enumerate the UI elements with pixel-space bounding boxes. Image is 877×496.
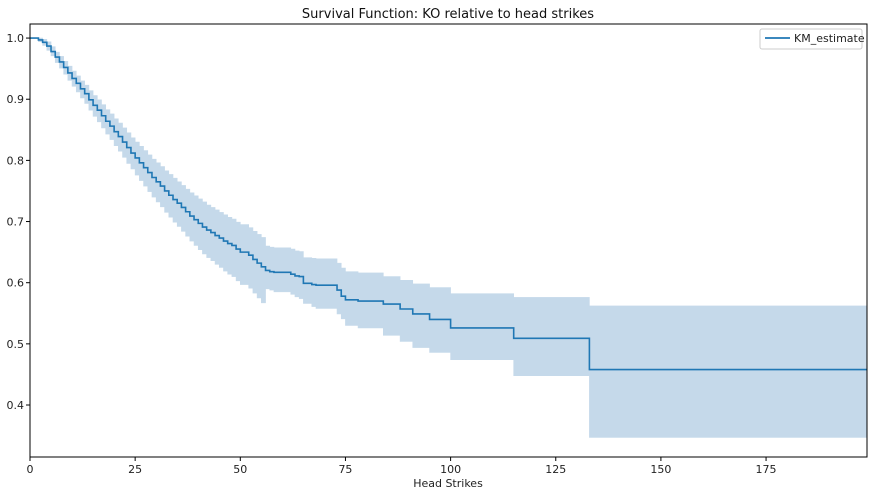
series-line-layer — [30, 37, 867, 371]
x-tick-label: 25 — [128, 463, 142, 476]
y-tick-label: 0.5 — [7, 338, 25, 351]
y-axis-ticks: 0.4 0.5 0.6 0.7 0.8 0.9 1.0 — [7, 32, 30, 412]
x-tick-label: 175 — [756, 463, 777, 476]
plot-frame — [29, 23, 868, 458]
legend-box — [759, 28, 863, 50]
x-axis-ticks: 0 25 50 75 100 125 150 175 — [27, 457, 777, 476]
y-tick-label: 0.4 — [7, 399, 25, 412]
x-tick-label: 75 — [338, 463, 352, 476]
x-axis-title: Head Strikes — [413, 477, 483, 490]
x-tick-label: 100 — [440, 463, 461, 476]
y-tick-label: 0.8 — [7, 154, 25, 167]
x-tick-label: 50 — [233, 463, 247, 476]
y-tick-label: 0.7 — [7, 216, 25, 229]
x-tick-label: 125 — [545, 463, 566, 476]
chart-title: Survival Function: KO relative to head s… — [302, 7, 594, 22]
x-tick-label: 0 — [27, 463, 34, 476]
y-tick-label: 0.6 — [7, 277, 25, 290]
confidence-band-layer — [30, 37, 868, 438]
plot-area — [30, 37, 868, 438]
series-line-km-estimate — [30, 37, 867, 371]
y-tick-label: 1.0 — [7, 32, 25, 45]
legend-entry-km-estimate: KM_estimate — [794, 32, 865, 45]
legend: KM_estimate — [759, 28, 865, 50]
y-tick-label: 0.9 — [7, 93, 25, 106]
confidence-band — [30, 37, 868, 438]
x-tick-label: 150 — [650, 463, 671, 476]
